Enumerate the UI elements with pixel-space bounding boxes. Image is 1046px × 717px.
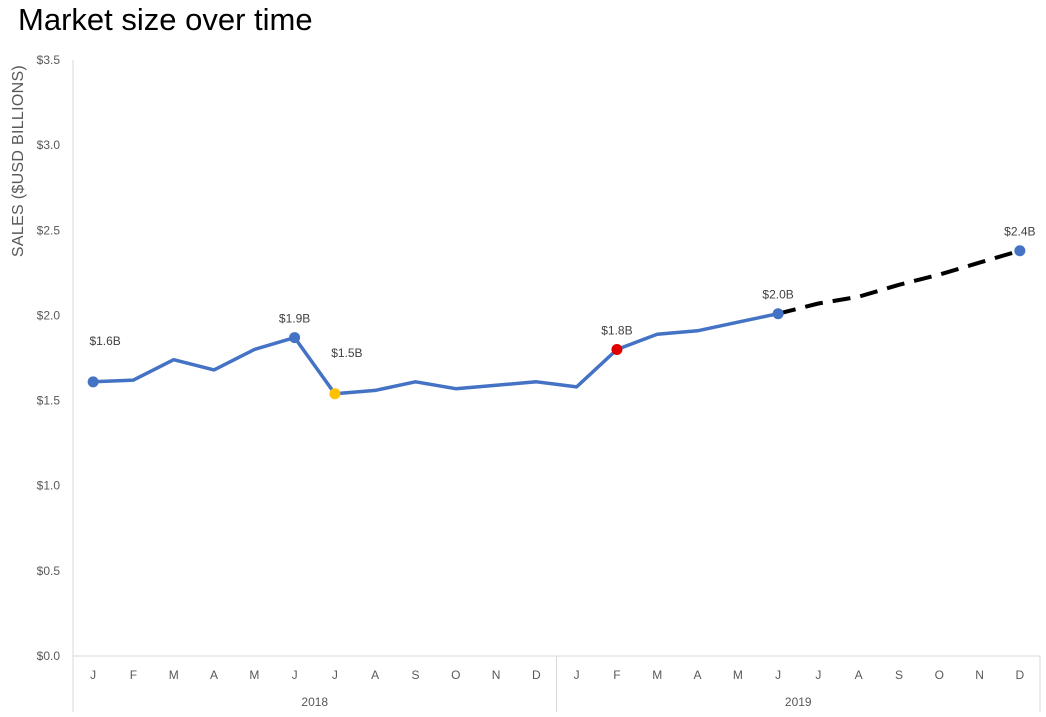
data-point-marker [1014, 245, 1026, 257]
x-tick-label: M [652, 668, 662, 682]
x-tick-label: F [130, 668, 137, 682]
data-point-marker [87, 376, 99, 388]
data-label: $1.6B [89, 334, 120, 348]
x-tick-label: A [210, 668, 218, 682]
data-point-marker [329, 388, 341, 400]
chart-title: Market size over time [18, 2, 313, 37]
x-tick-label: J [775, 668, 781, 682]
y-tick-label: $3.5 [37, 53, 61, 67]
x-tick-label: D [1016, 668, 1025, 682]
y-tick-label: $2.5 [37, 223, 61, 237]
x-tick-label: J [815, 668, 821, 682]
x-tick-label: M [733, 668, 743, 682]
forecast-series-line [777, 248, 1021, 316]
x-tick-label: J [90, 668, 96, 682]
x-tick-label: A [371, 668, 379, 682]
y-tick-label: $0.0 [37, 649, 61, 663]
x-tick-label: J [292, 668, 298, 682]
x-tick-label: M [249, 668, 259, 682]
data-label: $1.5B [331, 346, 362, 360]
data-point-marker [772, 308, 784, 320]
x-group-label: 2018 [301, 695, 328, 709]
x-tick-label: O [451, 668, 460, 682]
data-label: $1.9B [279, 312, 310, 326]
x-tick-label: A [855, 668, 863, 682]
data-point-marker [611, 343, 623, 355]
x-tick-label: O [935, 668, 944, 682]
y-tick-label: $3.0 [37, 138, 61, 152]
x-tick-label: N [975, 668, 984, 682]
data-point-marker [289, 332, 301, 344]
actual-series-line [91, 311, 780, 396]
data-label: $2.0B [762, 288, 793, 302]
x-tick-label: J [574, 668, 580, 682]
data-label: $1.8B [601, 323, 632, 337]
x-tick-label: S [895, 668, 903, 682]
y-tick-label: $0.5 [37, 564, 61, 578]
y-tick-label: $2.0 [37, 308, 61, 322]
x-tick-label: N [492, 668, 501, 682]
y-tick-label: $1.5 [37, 394, 61, 408]
y-tick-label: $1.0 [37, 479, 61, 493]
data-label: $2.4B [1004, 225, 1035, 239]
x-tick-label: M [169, 668, 179, 682]
x-group-label: 2019 [785, 695, 812, 709]
x-tick-label: F [613, 668, 620, 682]
x-tick-label: D [532, 668, 541, 682]
x-tick-label: J [332, 668, 338, 682]
x-tick-label: A [694, 668, 702, 682]
y-axis-label: SALES ($USD BILLIONS) [10, 65, 27, 257]
x-tick-label: S [411, 668, 419, 682]
